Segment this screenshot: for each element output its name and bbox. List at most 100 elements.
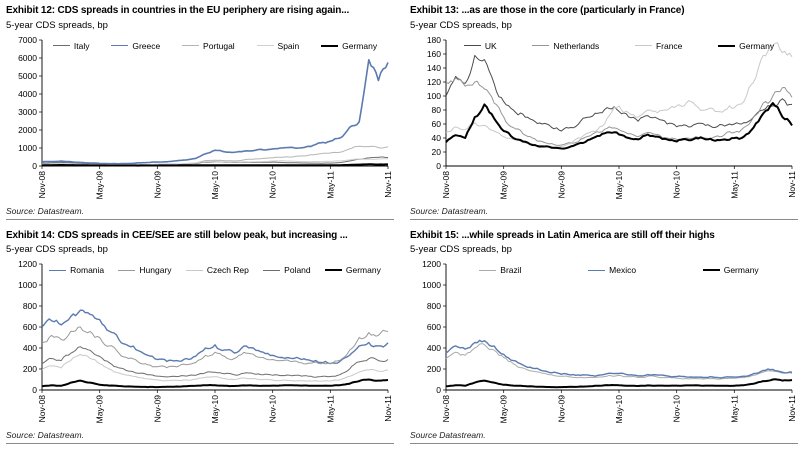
y-tick-label: 1000 [18,280,37,290]
exhibit-subtitle: 5-year CDS spreads, bp [6,244,108,255]
series-line-france [445,41,793,148]
series-line-romania [41,309,389,365]
x-tick-label: May-10 [210,170,220,199]
y-tick-label: 0 [436,160,441,170]
bottom-rule [6,218,394,220]
x-tick-label: May-11 [729,395,739,423]
y-tick-label: 6000 [18,52,37,62]
x-tick-label: Nov-09 [152,170,162,198]
y-tick-label: 1000 [18,142,37,152]
y-tick-label: 60 [432,118,442,128]
x-tick-label: Nov-08 [37,395,47,423]
exhibit-title: Exhibit 12: CDS spreads in countries in … [6,5,350,16]
x-tick-label: May-11 [729,170,739,198]
y-tick-label: 20 [432,146,442,156]
exhibit-subtitle: 5-year CDS spreads, bp [410,244,512,255]
x-tick-label: Nov-11 [787,170,797,197]
y-tick-label: 120 [427,76,441,86]
series-line-germany [41,162,388,167]
x-tick-label: May-09 [499,170,509,199]
exhibit-title: Exhibit 13: ...as are those in the core … [410,5,685,16]
x-tick-label: Nov-11 [383,170,393,197]
x-tick-label: May-10 [210,395,220,424]
series-line-czech-rep [41,354,389,382]
series-line-mexico [445,339,793,379]
line-chart: 0 200 400 600 800 1000 1200 Nov-08 May-09 Nov-09 M… [18,259,393,424]
y-tick-label: 400 [427,343,441,353]
series-line-netherlands [445,76,793,146]
x-tick-label: Nov-08 [37,170,47,198]
chart-area: Brazil Mexico Germany 0 200 400 600 800 1000 120… [410,256,798,430]
y-tick-label: 0 [32,385,37,395]
y-tick-label: 140 [427,62,441,72]
exhibit-subtitle: 5-year CDS spreads, bp [410,19,512,31]
x-tick-label: Nov-08 [441,170,451,198]
exhibit-title: Exhibit 15: ...while spreads in Latin Am… [410,229,715,241]
x-tick-label: Nov-10 [268,395,278,423]
y-tick-label: 200 [23,364,37,374]
y-tick-label: 1200 [422,259,441,269]
chart-area: UK Netherlands France Germany 0 20 40 60 80 100 1… [410,32,798,206]
line-chart: 0 1000 2000 3000 4000 5000 6000 7000 Nov-08 May-0… [18,34,393,199]
series-line-brazil [445,343,793,380]
y-tick-label: 800 [23,301,37,311]
exhibit-subtitle: 5-year CDS spreads, bp [6,19,108,31]
exhibit-15-panel: Exhibit 15: ...while spreads in Latin Am… [410,229,798,444]
y-tick-label: 40 [432,132,442,142]
x-tick-label: May-10 [614,395,624,424]
series-line-germany [41,378,389,389]
y-tick-label: 100 [427,90,441,100]
bottom-rule [410,218,798,220]
y-tick-label: 160 [427,48,441,58]
series-line-germany [445,378,793,389]
y-tick-label: 5000 [18,70,37,80]
bottom-rule [6,443,394,444]
y-tick-label: 600 [427,322,441,332]
x-tick-label: Nov-11 [383,395,393,422]
source-note: Source: Datastream. [6,205,84,216]
line-chart: 0 20 40 60 80 100 120 140 160 180 Nov-08 May-09 Nov-… [427,34,797,199]
exhibit-13-panel: Exhibit 13: ...as are those in the core … [410,5,798,220]
y-tick-label: 400 [23,343,37,353]
y-tick-label: 0 [32,160,37,170]
y-tick-label: 0 [436,385,441,395]
y-tick-label: 180 [427,34,441,44]
source-note: Source: Datastream. [6,430,84,440]
source-note: Source Datastream. [410,430,486,440]
y-tick-label: 4000 [18,88,37,98]
line-chart: 0 200 400 600 800 1000 1200 Nov-08 May-09 Nov-09 M… [422,259,797,424]
x-tick-label: Nov-09 [556,395,566,423]
x-tick-label: May-09 [95,395,105,424]
series-line-greece [41,58,389,165]
y-tick-label: 1000 [422,280,441,290]
series-line-uk [445,54,793,131]
y-tick-label: 3000 [18,106,37,116]
x-tick-label: May-11 [325,170,335,198]
x-tick-label: May-09 [95,170,105,199]
y-tick-label: 7000 [18,34,37,44]
x-tick-label: Nov-08 [441,395,451,423]
y-tick-label: 1200 [18,259,37,269]
chart-area: Romania Hungary Czech Rep Poland Germany 0 20… [6,256,394,430]
x-tick-label: Nov-09 [556,170,566,198]
series-line-hungary [41,326,389,369]
x-tick-label: May-10 [614,170,624,199]
exhibit-grid: Exhibit 12: CDS spreads in countries in … [6,5,798,444]
y-tick-label: 600 [23,322,37,332]
y-tick-label: 200 [427,364,441,374]
x-tick-label: May-09 [499,395,509,424]
x-tick-label: Nov-10 [672,395,682,423]
exhibit-14-panel: Exhibit 14: CDS spreads in CEE/SEE are s… [6,229,394,444]
y-tick-label: 2000 [18,124,37,134]
x-tick-label: Nov-11 [787,395,797,422]
series-line-poland [41,346,389,378]
exhibit-12-panel: Exhibit 12: CDS spreads in countries in … [6,5,394,220]
chart-area: Italy Greece Portugal Spain Germany 0 1000 200… [6,32,394,206]
exhibit-title: Exhibit 14: CDS spreads in CEE/SEE are s… [6,229,348,241]
x-tick-label: May-11 [325,395,335,423]
series-line-germany [445,101,793,150]
y-tick-label: 80 [432,104,442,114]
source-note: Source: Datastream. [410,205,488,216]
x-tick-label: Nov-09 [152,395,162,423]
x-tick-label: Nov-10 [268,170,278,198]
